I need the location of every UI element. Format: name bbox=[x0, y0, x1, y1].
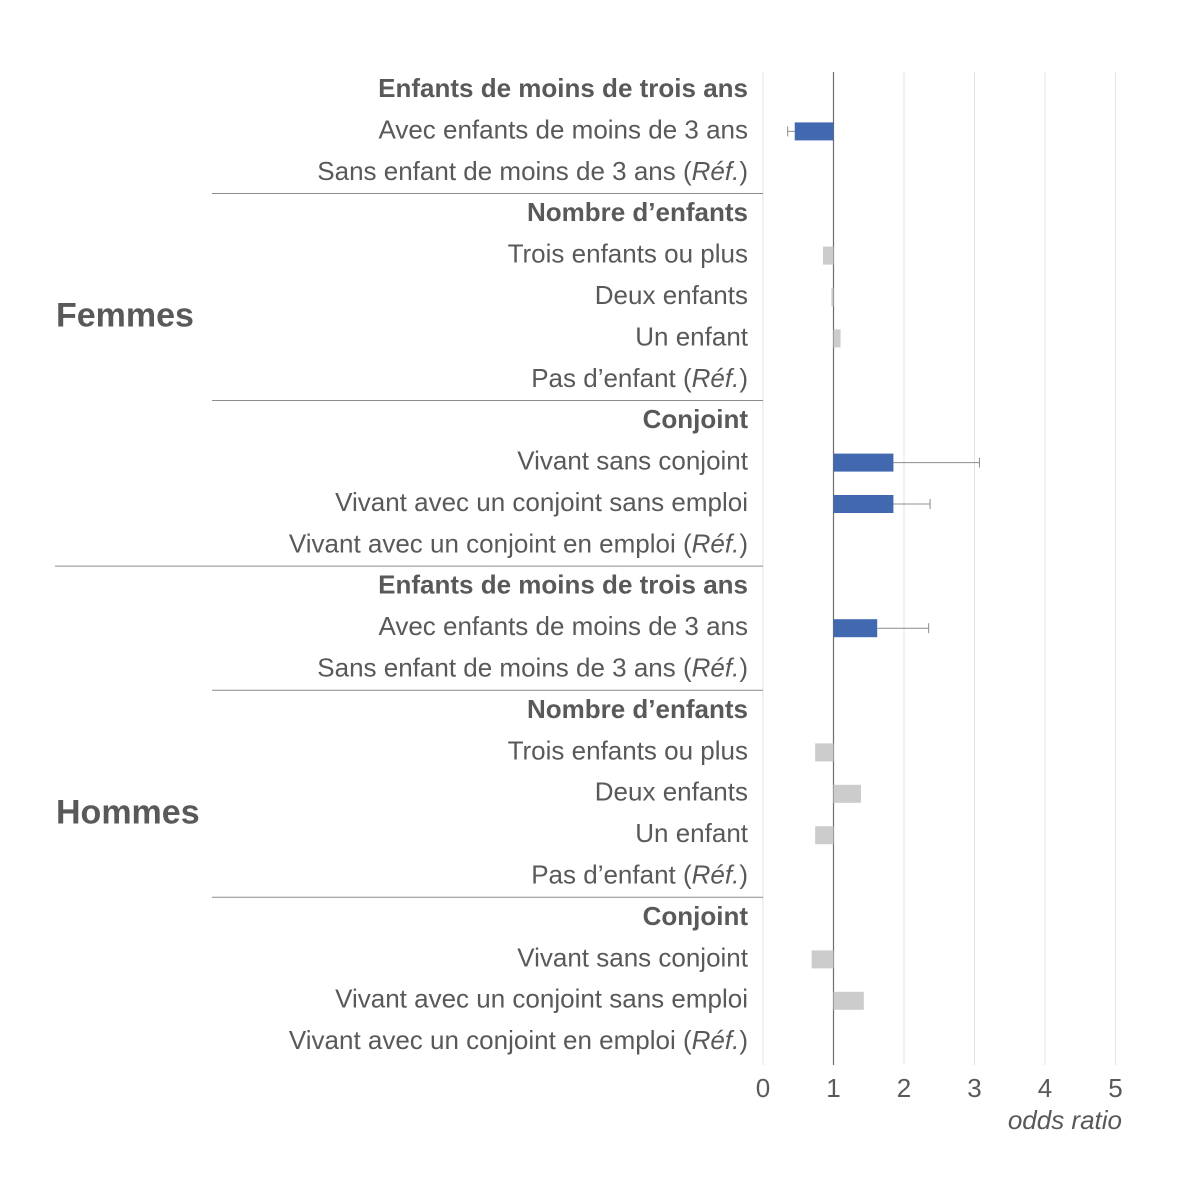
bar bbox=[811, 950, 834, 969]
bar bbox=[833, 991, 864, 1010]
bar bbox=[794, 122, 834, 141]
row-label: Trois enfants ou plus bbox=[508, 735, 748, 765]
section-header: Conjoint bbox=[643, 901, 749, 931]
bar bbox=[833, 784, 861, 803]
row-labels: Enfants de moins de trois ans Avec enfant… bbox=[55, 73, 763, 1055]
row-label: Vivant sans conjoint bbox=[517, 445, 749, 475]
row-label: Deux enfants bbox=[595, 777, 748, 807]
section-header: Enfants de moins de trois ans bbox=[378, 570, 748, 600]
row-label: Pas d’enfant (Réf.) bbox=[531, 859, 748, 889]
section-header: Enfants de moins de trois ans bbox=[378, 73, 748, 103]
group-label: Femmes bbox=[56, 297, 194, 335]
row-label: Vivant avec un conjoint en emploi (Réf.) bbox=[289, 528, 748, 558]
row-label: Vivant avec un conjoint en emploi (Réf.) bbox=[289, 1025, 748, 1055]
bar bbox=[833, 329, 841, 348]
row-label: Vivant sans conjoint bbox=[517, 942, 749, 972]
gridlines bbox=[762, 72, 1116, 1065]
row-label: Un enfant bbox=[635, 818, 749, 848]
x-tick-label: 5 bbox=[1108, 1073, 1122, 1103]
row-label: Pas d’enfant (Réf.) bbox=[531, 363, 748, 393]
row-label: Sans enfant de moins de 3 ans (Réf.) bbox=[317, 652, 748, 682]
section-header: Nombre d’enfants bbox=[527, 197, 748, 227]
x-axis-title: odds ratio bbox=[1008, 1105, 1122, 1135]
row-label: Trois enfants ou plus bbox=[508, 238, 748, 268]
section-header: Nombre d’enfants bbox=[527, 694, 748, 724]
x-tick-label: 4 bbox=[1038, 1073, 1052, 1103]
section-header: Conjoint bbox=[643, 404, 749, 434]
row-label: Deux enfants bbox=[595, 280, 748, 310]
group-label: Hommes bbox=[56, 793, 200, 831]
bar bbox=[815, 743, 834, 762]
bar bbox=[833, 495, 894, 513]
bar bbox=[815, 826, 834, 845]
row-label: Avec enfants de moins de 3 ans bbox=[378, 114, 748, 144]
x-tick-label: 1 bbox=[826, 1073, 840, 1103]
x-tick-label: 2 bbox=[897, 1073, 911, 1103]
bar bbox=[831, 288, 834, 306]
row-label: Vivant avec un conjoint sans emploi bbox=[335, 984, 748, 1014]
bar bbox=[833, 453, 894, 472]
bars bbox=[787, 122, 980, 1010]
bar bbox=[833, 619, 878, 638]
bar bbox=[822, 246, 834, 265]
row-label: Sans enfant de moins de 3 ans (Réf.) bbox=[317, 156, 748, 186]
x-tick-label: 0 bbox=[756, 1073, 770, 1103]
row-label: Avec enfants de moins de 3 ans bbox=[378, 611, 748, 641]
row-label: Vivant avec un conjoint sans emploi bbox=[335, 487, 748, 517]
row-label: Un enfant bbox=[635, 321, 749, 351]
x-tick-label: 3 bbox=[967, 1073, 981, 1103]
